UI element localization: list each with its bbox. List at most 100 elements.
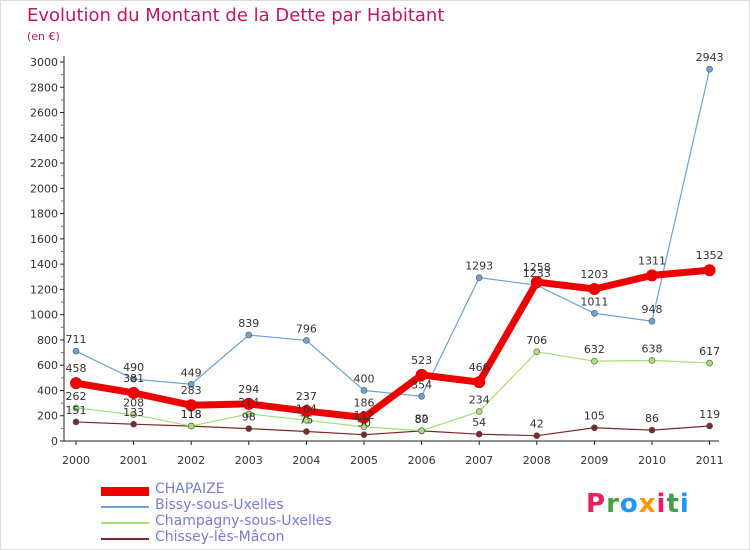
data-point [418,392,425,400]
data-label: 98 [242,411,256,424]
data-label: 86 [645,412,659,425]
chart-title: Evolution du Montant de la Dette par Hab… [27,5,445,26]
data-point [127,386,140,399]
data-point [588,283,601,296]
data-label: 119 [699,408,720,421]
y-tick-label: 200 [37,410,58,423]
data-label: 490 [123,361,144,374]
data-point [360,423,368,431]
series-line [75,68,711,397]
data-label: 1311 [638,254,666,267]
y-tick-label: 800 [37,334,58,347]
data-point [185,399,198,412]
data-point [648,317,656,325]
data-label: 50 [357,417,371,430]
logo-letter: P [586,489,607,519]
data-point [706,359,713,367]
logo-letter: r [606,489,620,519]
data-label: 706 [526,334,547,347]
data-label: 237 [296,390,317,403]
legend-label: Bissy-sous-Uxelles [155,497,284,513]
data-label: 294 [238,383,259,396]
data-label: 42 [530,418,544,431]
y-tick-label: 2000 [30,182,58,195]
y-tick-label: 1400 [30,258,58,271]
data-label: 1293 [465,260,493,273]
series-line [75,421,711,437]
data-point [130,375,137,383]
data-label: 133 [123,406,144,419]
data-label: 283 [181,384,202,397]
y-tick-label: 0 [51,435,58,448]
legend-swatch [101,538,149,540]
data-point [70,377,82,390]
data-point [706,422,713,430]
data-point [130,420,137,428]
logo-letter: x [638,489,657,519]
legend-swatch [101,486,149,496]
data-point [72,347,80,355]
data-point [245,425,253,432]
data-point [648,357,656,364]
data-label: 262 [66,390,87,403]
data-label: 80 [415,413,429,426]
x-tick-label: 2008 [523,454,551,467]
data-label: 151 [66,404,87,417]
data-label: 2943 [696,51,724,64]
data-label: 948 [642,303,663,316]
data-label: 1011 [580,295,608,308]
data-point [473,376,486,389]
x-tick-label: 2005 [350,454,378,467]
legend-label: Chissey-lès-Mâcon [155,529,285,545]
x-tick-label: 2003 [235,454,263,467]
data-label: 208 [123,397,144,410]
logo-letter: t [666,489,680,519]
x-tick-label: 2010 [638,454,666,467]
legend-swatch [101,522,149,524]
data-label: 1258 [523,261,551,274]
data-point [475,430,483,438]
legend-label: Champagny-sous-Uxelles [155,513,332,529]
data-point [300,405,313,418]
x-tick-label: 2004 [292,454,320,467]
data-point [530,276,543,289]
data-point [72,404,80,412]
logo-letter: o [619,489,639,519]
y-tick-label: 2800 [30,81,58,94]
y-tick-label: 2600 [30,107,58,120]
logo-letter: i [656,489,667,519]
data-point [303,428,310,435]
data-label: 112 [354,409,375,422]
y-tick-label: 1000 [30,309,58,322]
data-label: 466 [469,361,490,374]
data-label: 523 [411,354,432,367]
series-line [72,266,714,422]
data-label: 1203 [580,268,608,281]
data-label: 54 [472,416,486,429]
data-point [245,331,253,339]
x-tick-label: 2007 [465,454,493,467]
data-point [360,387,368,394]
data-label: 617 [699,345,720,358]
data-label: 354 [411,378,432,391]
data-point [187,422,195,430]
y-tick-label: 2400 [30,132,58,145]
x-tick-label: 2011 [696,454,724,467]
data-label: 381 [123,372,144,385]
data-point [533,432,541,439]
data-label: 118 [181,408,202,421]
data-point [646,269,658,282]
data-label: 449 [181,366,202,379]
x-tick-label: 2000 [62,454,90,467]
data-label: 1352 [696,249,724,262]
data-point [475,274,483,281]
data-label: 82 [415,413,429,426]
data-label: 711 [66,333,87,346]
y-tick-label: 400 [37,384,58,397]
data-point [591,424,598,432]
data-point [591,357,598,365]
data-label: 105 [584,410,605,423]
x-tick-label: 2001 [120,454,148,467]
y-tick-label: 1200 [30,283,58,296]
data-point [648,426,656,434]
